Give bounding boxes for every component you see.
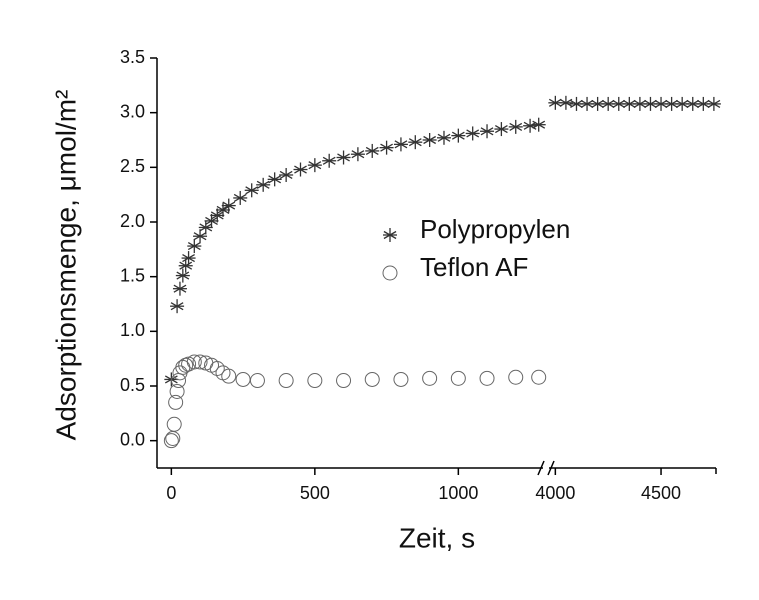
data-point: [233, 190, 248, 205]
y-tick-label: 1.0: [120, 320, 145, 340]
data-point: [166, 416, 182, 432]
data-point: [267, 172, 282, 187]
data-point: [531, 369, 547, 385]
data-point: [163, 433, 179, 449]
y-tick-label: 2.0: [120, 211, 145, 231]
data-point: [204, 213, 219, 228]
data-point: [569, 96, 584, 111]
data-point: [168, 394, 184, 410]
data-point: [244, 183, 259, 198]
data-point: [172, 281, 187, 296]
data-point: [480, 124, 495, 139]
data-point: [558, 95, 573, 110]
data-point: [169, 383, 185, 399]
data-point: [508, 119, 523, 134]
data-point: [181, 251, 196, 266]
data-point: [293, 162, 308, 177]
data-point: [422, 133, 437, 147]
data-point: [451, 128, 466, 143]
x-tick-label: 500: [300, 483, 330, 503]
y-axis-title: Adsorptionsmenge, μmol/m²: [50, 90, 81, 441]
y-tick-label: 0.0: [120, 429, 145, 449]
data-point: [450, 370, 466, 386]
data-point: [249, 373, 265, 389]
y-tick-label: 0.5: [120, 375, 145, 395]
data-point: [696, 96, 711, 111]
data-point: [523, 118, 538, 133]
x-tick-label: 1000: [438, 483, 478, 503]
data-point: [685, 96, 700, 111]
data-point: [365, 143, 380, 158]
y-tick-label: 3.0: [120, 101, 145, 121]
data-point: [436, 130, 451, 145]
data-point: [256, 177, 271, 192]
x-tick-label: 4500: [641, 483, 681, 503]
data-point: [235, 371, 251, 387]
data-point: [279, 167, 294, 182]
data-point: [383, 228, 397, 242]
data-point: [307, 158, 322, 173]
legend-label: Teflon AF: [420, 252, 528, 282]
data-point: [172, 365, 188, 381]
data-point: [393, 137, 408, 152]
data-point: [601, 96, 616, 111]
data-point: [175, 268, 190, 283]
legend-label: Polypropylen: [420, 214, 570, 244]
data-point: [221, 368, 237, 384]
data-point: [382, 265, 398, 281]
y-tick-label: 3.5: [120, 47, 145, 67]
data-point: [221, 198, 236, 213]
x-tick-label: 0: [166, 483, 176, 503]
data-point: [422, 370, 438, 386]
data-point: [364, 371, 380, 387]
data-point: [465, 126, 480, 141]
data-point: [210, 208, 225, 223]
data-point: [336, 150, 351, 165]
data-point: [186, 354, 202, 370]
axis-break: [537, 460, 545, 476]
data-point: [590, 96, 605, 111]
data-point: [322, 153, 337, 168]
data-point: [408, 135, 423, 150]
axis-break: [547, 460, 555, 476]
data-point: [178, 258, 193, 273]
data-point: [209, 361, 225, 377]
data-point: [192, 354, 208, 370]
data-point: [170, 299, 185, 314]
data-point: [494, 122, 509, 137]
data-point: [187, 239, 202, 254]
data-point: [706, 96, 721, 111]
x-axis-title: Zeit, s: [399, 522, 475, 553]
data-point: [379, 140, 394, 155]
data-point: [643, 96, 658, 111]
data-point: [508, 369, 524, 385]
data-point: [198, 220, 213, 235]
data-point: [336, 373, 352, 389]
data-point: [350, 147, 365, 162]
y-tick-label: 1.5: [120, 265, 145, 285]
data-point: [307, 373, 323, 389]
data-point: [278, 373, 294, 389]
x-tick-label: 4000: [535, 483, 575, 503]
data-point: [393, 371, 409, 387]
data-point: [664, 96, 679, 111]
data-point: [531, 117, 546, 132]
data-point: [479, 370, 495, 386]
data-point: [193, 229, 208, 244]
y-tick-label: 2.5: [120, 156, 145, 176]
